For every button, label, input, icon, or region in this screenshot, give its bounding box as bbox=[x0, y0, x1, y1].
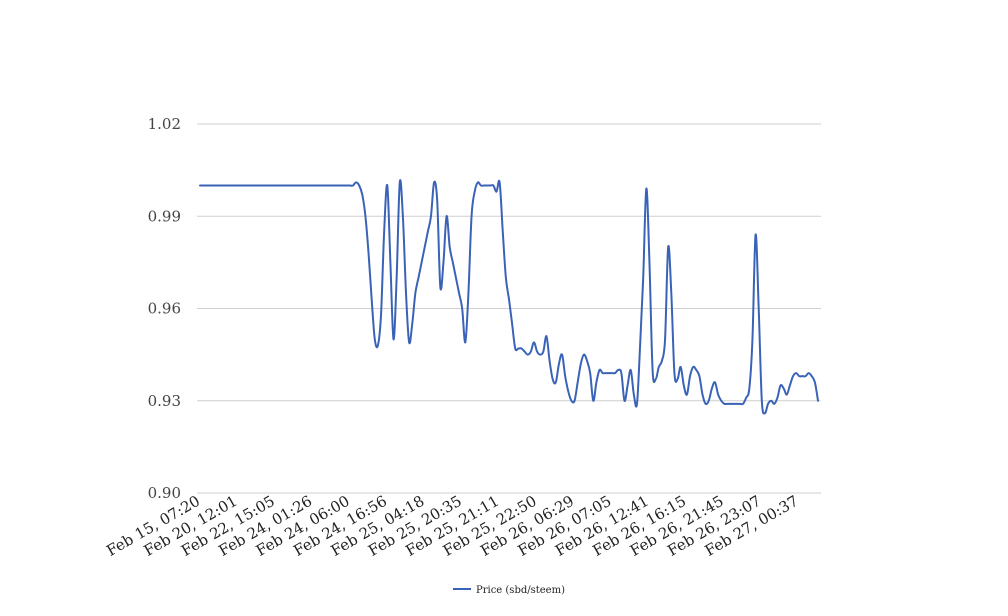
legend-label: Price (sbd/steem) bbox=[476, 585, 565, 596]
y-axis-ticks: 0.90 0.93 0.96 0.99 1.02 bbox=[148, 115, 181, 502]
y-tick-label: 1.02 bbox=[148, 115, 181, 133]
y-tick-label: 0.96 bbox=[148, 300, 181, 318]
y-tick-label: 0.90 bbox=[148, 484, 181, 502]
price-series-line bbox=[199, 179, 819, 415]
y-tick-label: 0.93 bbox=[148, 392, 181, 410]
legend: Price (sbd/steem) bbox=[453, 585, 565, 596]
y-tick-label: 0.99 bbox=[148, 207, 181, 225]
gridlines bbox=[197, 123, 821, 494]
